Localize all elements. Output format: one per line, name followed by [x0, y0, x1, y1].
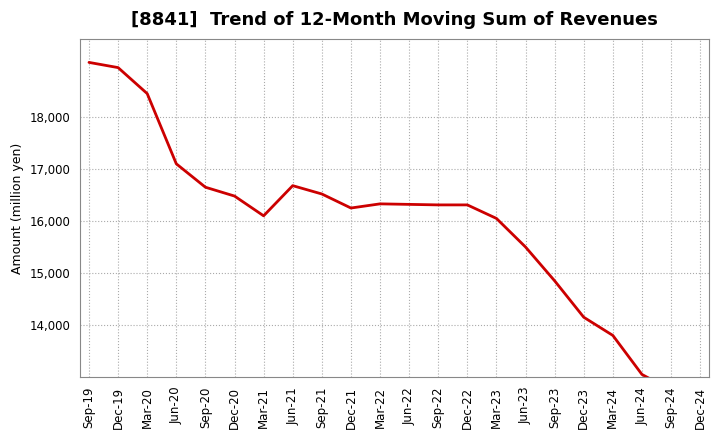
Y-axis label: Amount (million yen): Amount (million yen) [11, 143, 24, 274]
Title: [8841]  Trend of 12-Month Moving Sum of Revenues: [8841] Trend of 12-Month Moving Sum of R… [131, 11, 658, 29]
